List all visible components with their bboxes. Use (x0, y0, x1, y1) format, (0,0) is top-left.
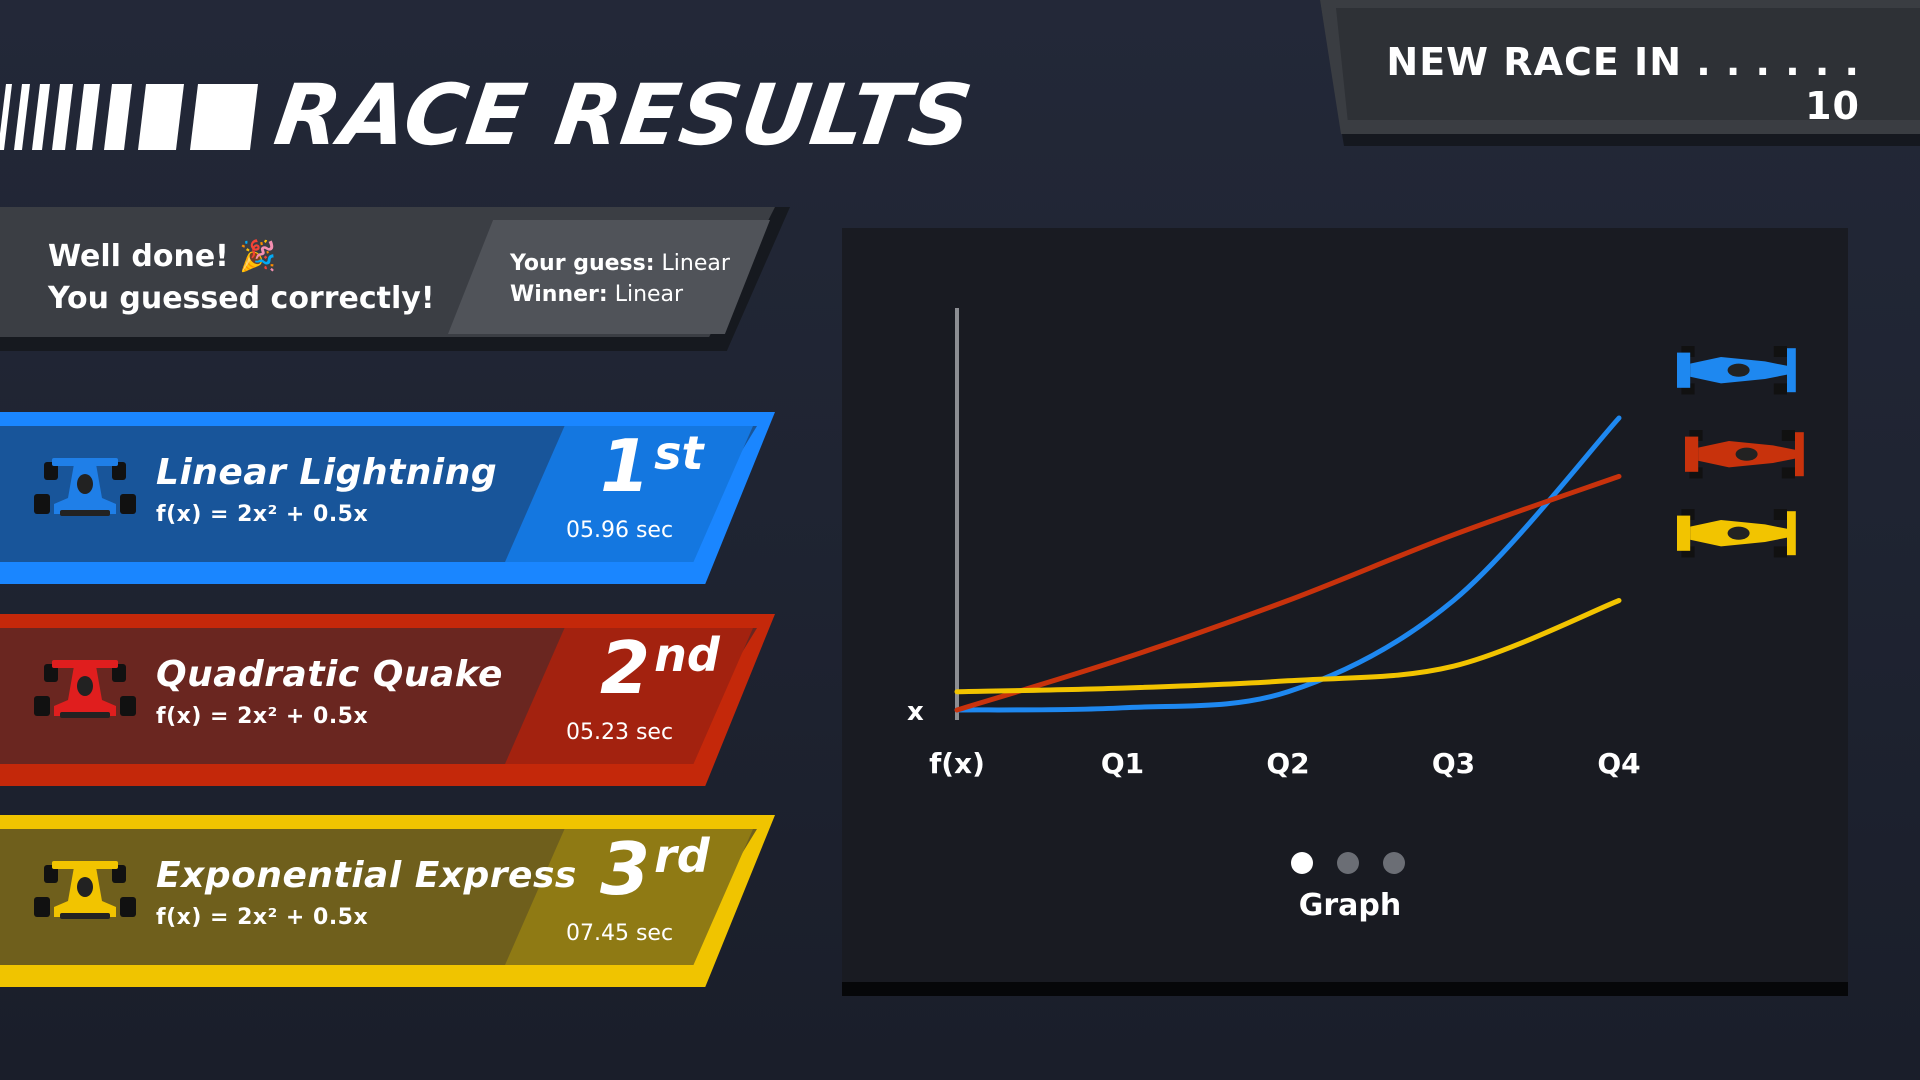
result-message-line2: You guessed correctly! (48, 281, 435, 316)
your-guess-value: Linear (661, 251, 730, 276)
chart-tick-label: Q4 (1597, 747, 1640, 780)
racer-time: 07.45 sec (566, 921, 674, 946)
chart-series-line (954, 415, 1622, 713)
racer-name: Linear Lightning (156, 452, 498, 493)
result-message: Well done! 🎉 You guessed correctly! (48, 236, 435, 320)
race-car-top-icon (1685, 430, 1804, 479)
place-suffix: st (654, 426, 704, 480)
countdown-value: 10 (1805, 84, 1860, 128)
racer-name: Exponential Express (156, 855, 577, 896)
race-car-top-icon (1677, 509, 1796, 558)
pager-dot[interactable] (1383, 852, 1405, 874)
race-car-icon (30, 857, 140, 921)
guess-summary: Your guess: Linear Winner: Linear (510, 248, 730, 310)
chart-tick-label: Q1 (1101, 747, 1144, 780)
chart-tick-label: Q3 (1432, 747, 1475, 780)
chart-series-line (954, 473, 1622, 713)
racer-place: 1st (600, 424, 703, 508)
place-suffix: nd (654, 628, 720, 682)
chart-series-line (954, 598, 1622, 695)
chart-tick-label: Q2 (1266, 747, 1309, 780)
racer-place: 3rd (600, 827, 710, 911)
racer-name: Quadratic Quake (156, 654, 503, 695)
place-number: 1 (600, 424, 651, 508)
winner-label: Winner: (510, 282, 608, 307)
winner-value: Linear (614, 282, 684, 307)
racer-time: 05.23 sec (566, 720, 674, 745)
guess-summary-panel (448, 220, 770, 334)
race-car-icon (30, 656, 140, 720)
result-message-line1: Well done! 🎉 (48, 239, 277, 274)
countdown-label: NEW RACE IN . . . . . . (1386, 40, 1860, 84)
race-chart: xf(x) Q1 Q2 Q3 Q4 (907, 308, 1804, 780)
timer-panel-inner (1336, 8, 1920, 120)
pager-label: Graph (1298, 888, 1402, 923)
place-number: 2 (600, 626, 651, 710)
place-suffix: rd (654, 829, 710, 883)
racer-formula: f(x) = 2x² + 0.5x (156, 905, 369, 930)
racer-place: 2nd (600, 626, 720, 710)
racer-time: 05.96 sec (566, 518, 674, 543)
new-race-countdown: NEW RACE IN . . . . . . 10 (1380, 40, 1860, 128)
racer-formula: f(x) = 2x² + 0.5x (156, 502, 369, 527)
speed-stripes-icon (0, 84, 258, 150)
page-title: RACE RESULTS (269, 66, 979, 164)
chart-tick-label: f(x) (929, 747, 985, 780)
place-number: 3 (600, 827, 651, 911)
racer-formula: f(x) = 2x² + 0.5x (156, 704, 369, 729)
race-car-top-icon (1677, 346, 1796, 395)
pager-dot[interactable] (1337, 852, 1359, 874)
chart-y-label: x (907, 697, 924, 727)
your-guess-label: Your guess: (510, 251, 655, 276)
race-car-icon (30, 454, 140, 518)
pager-dot[interactable] (1291, 852, 1313, 874)
